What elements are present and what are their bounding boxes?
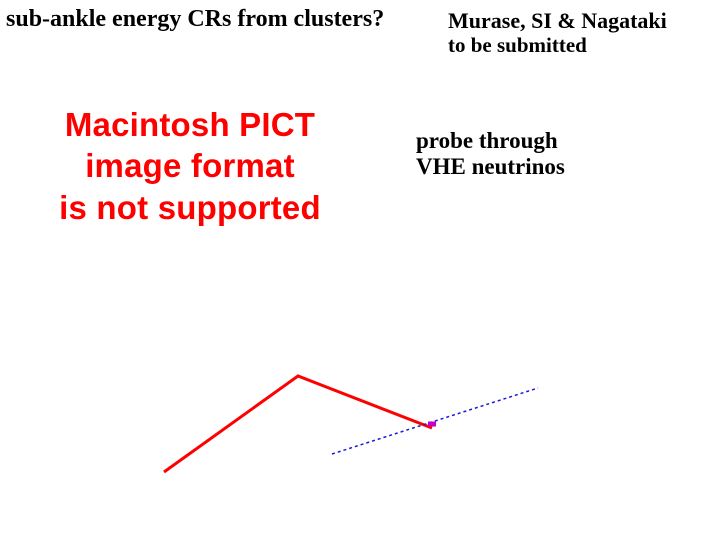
series-blue-dotted-line [332,388,538,454]
series-red-line [164,376,432,472]
line-chart [0,0,720,540]
chart-marker [428,422,436,427]
